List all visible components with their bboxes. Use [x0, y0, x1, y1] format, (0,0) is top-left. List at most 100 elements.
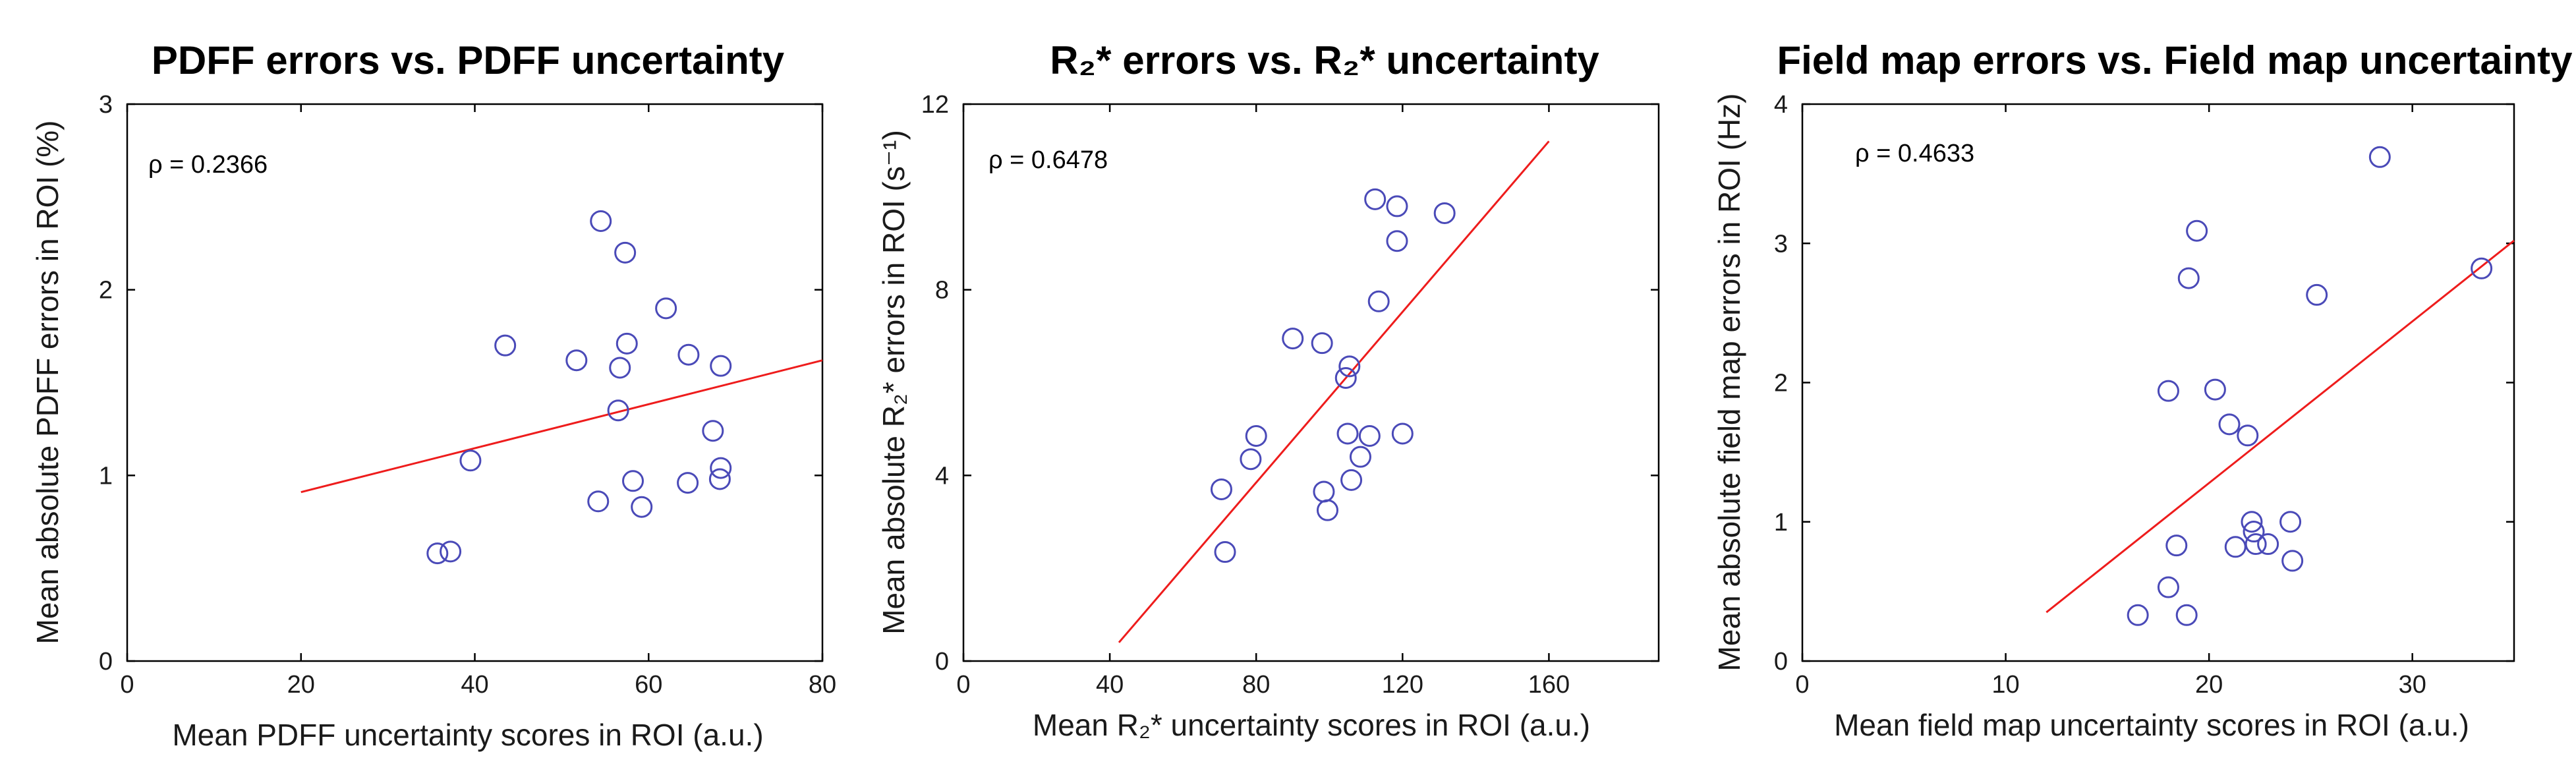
pdff-y-tick-label: 1	[99, 462, 113, 490]
r2star-data-point	[1311, 332, 1333, 355]
fieldmap-y-tick-label: 0	[1774, 648, 1788, 676]
fieldmap-y-tick-label: 2	[1774, 370, 1788, 397]
r2star-ticks	[962, 103, 1659, 662]
r2star-data-point	[1386, 195, 1408, 217]
pdff-x-tick-label: 0	[120, 671, 134, 699]
r2star-points	[1210, 188, 1456, 564]
fieldmap-y-tick-label: 4	[1774, 91, 1788, 119]
r2star-chart-title: R₂* errors vs. R₂* uncertainty	[1050, 38, 1599, 82]
fieldmap-correlation-label: ρ = 0.4633	[1855, 140, 1974, 167]
pdff-points	[426, 210, 732, 565]
r2star-data-point	[1214, 541, 1236, 564]
pdff-x-tick-label: 80	[809, 671, 836, 699]
pdff-panel: PDFF errors vs. PDFF uncertainty 0 20 40 60…	[30, 38, 836, 752]
fieldmap-points	[2127, 146, 2493, 626]
pdff-y-tick-label: 0	[99, 648, 113, 676]
r2star-x-tick-label: 120	[1382, 671, 1423, 699]
pdff-y-tick-label: 3	[99, 91, 113, 119]
fieldmap-data-point	[2204, 378, 2226, 401]
pdff-data-point	[710, 457, 732, 479]
r2star-y-tick-label: 12	[921, 91, 949, 119]
pdff-data-point	[622, 470, 644, 492]
r2star-x-tick-label: 80	[1242, 671, 1270, 699]
pdff-data-point	[459, 449, 482, 472]
r2star-data-point	[1433, 202, 1456, 224]
pdff-x-tick-label: 40	[461, 671, 488, 699]
pdff-data-point	[494, 334, 517, 357]
pdff-x-tick-label: 60	[635, 671, 662, 699]
fieldmap-data-point	[2279, 511, 2302, 533]
fieldmap-x-tick-label: 0	[1795, 671, 1809, 699]
r2star-correlation-label: ρ = 0.6478	[988, 146, 1108, 174]
r2star-y-tick-label: 8	[935, 277, 949, 304]
fieldmap-chart-title: Field map errors vs. Field map uncertain…	[1777, 38, 2573, 82]
r2star-data-point	[1313, 480, 1335, 503]
r2star-data-point	[1349, 446, 1371, 468]
fieldmap-data-point	[2306, 283, 2328, 306]
fieldmap-data-point	[2368, 146, 2391, 168]
r2star-data-point	[1210, 478, 1232, 500]
pdff-plot-frame	[126, 103, 824, 662]
r2star-data-point	[1364, 188, 1387, 210]
fieldmap-data-point	[2224, 536, 2247, 558]
r2star-data-point	[1367, 290, 1390, 312]
fieldmap-panel: Field map errors vs. Field map uncertain…	[1712, 38, 2573, 742]
pdff-tick-labels: 0 20 40 60 80 0 1 2 3	[99, 91, 836, 699]
pdff-data-point	[426, 542, 449, 565]
r2star-fit-line	[1118, 140, 1550, 643]
fieldmap-data-point	[2157, 380, 2179, 402]
pdff-data-point	[614, 241, 637, 264]
pdff-x-axis-label: Mean PDFF uncertainty scores in ROI (a.u…	[172, 718, 763, 752]
pdff-data-point	[708, 468, 731, 490]
fieldmap-data-point	[2241, 511, 2263, 533]
r2star-y-tick-label: 4	[935, 462, 949, 490]
fieldmap-data-point	[2175, 604, 2198, 626]
pdff-data-point	[609, 357, 631, 379]
r2star-data-point	[1336, 422, 1359, 445]
fieldmap-plot-frame	[1801, 103, 2515, 662]
pdff-data-point	[710, 355, 732, 377]
fieldmap-data-point	[2218, 413, 2241, 436]
r2star-data-point	[1316, 499, 1338, 521]
pdff-data-point	[607, 399, 629, 422]
pdff-data-point	[631, 496, 653, 518]
r2star-data-point	[1340, 469, 1363, 491]
pdff-fit-line	[301, 359, 823, 494]
fieldmap-data-point	[2157, 576, 2179, 598]
r2star-x-axis-label: Mean R₂* uncertainty scores in ROI (a.u.…	[1033, 708, 1590, 742]
r2star-data-point	[1391, 422, 1414, 445]
fieldmap-data-point	[2165, 535, 2188, 557]
fieldmap-x-tick-label: 30	[2399, 671, 2426, 699]
r2star-data-point	[1338, 355, 1361, 378]
r2star-data-point	[1358, 424, 1381, 447]
r2star-data-point	[1240, 448, 1262, 471]
pdff-data-point	[677, 472, 699, 494]
fieldmap-data-point	[2186, 219, 2208, 242]
r2star-data-point	[1245, 424, 1267, 447]
pdff-y-tick-label: 2	[99, 277, 113, 304]
r2star-x-tick-label: 160	[1528, 671, 1570, 699]
fieldmap-ticks	[1801, 103, 2514, 662]
fieldmap-y-axis-label: Mean absolute field map errors in ROI (H…	[1712, 94, 1746, 672]
fieldmap-data-point	[2281, 550, 2304, 572]
pdff-correlation-label: ρ = 0.2366	[148, 151, 268, 179]
pdff-chart-title: PDFF errors vs. PDFF uncertainty	[152, 38, 785, 82]
fieldmap-data-point	[2177, 267, 2200, 289]
pdff-data-point	[655, 297, 677, 320]
r2star-y-axis-label: Mean absolute R₂* errors in ROI (s⁻¹)	[876, 130, 911, 635]
fieldmap-x-axis-label: Mean field map uncertainty scores in ROI…	[1834, 708, 2469, 742]
pdff-data-point	[587, 490, 610, 513]
fieldmap-data-point	[2127, 604, 2149, 626]
fieldmap-tick-labels: 0 10 20 30 0 1 2 3 4	[1774, 91, 2426, 699]
fieldmap-data-point	[2245, 533, 2267, 556]
r2star-panel: R₂* errors vs. R₂* uncertainty 0 40 80 120 1…	[876, 38, 1660, 742]
fieldmap-fit-line	[2046, 239, 2515, 614]
r2star-x-tick-label: 40	[1096, 671, 1124, 699]
pdff-data-point	[702, 420, 724, 442]
r2star-data-point	[1334, 366, 1357, 389]
fieldmap-data-point	[2257, 533, 2279, 556]
pdff-data-point	[677, 343, 700, 366]
r2star-tick-labels: 0 40 80 120 160 0 4 8 12	[921, 91, 1570, 699]
pdff-ticks	[126, 103, 824, 662]
